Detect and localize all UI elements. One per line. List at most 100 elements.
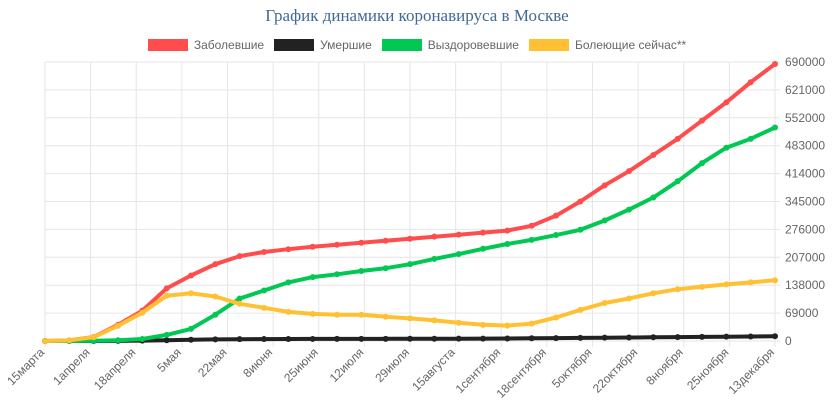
data-point-0-11[interactable]: [309, 243, 316, 250]
data-point-2-21[interactable]: [553, 232, 559, 239]
data-point-0-13[interactable]: [358, 239, 365, 246]
data-point-3-26[interactable]: [674, 286, 681, 293]
data-point-2-4[interactable]: [139, 335, 146, 342]
data-point-1-28[interactable]: [723, 333, 730, 340]
data-point-3-27[interactable]: [699, 283, 705, 290]
data-point-1-6[interactable]: [188, 336, 194, 343]
data-point-3-22[interactable]: [577, 306, 584, 313]
data-point-2-10[interactable]: [285, 279, 292, 286]
data-point-2-17[interactable]: [455, 251, 462, 258]
legend-item-deaths[interactable]: Умершие: [274, 38, 372, 52]
data-point-1-27[interactable]: [699, 333, 705, 340]
legend-item-infected[interactable]: Заболевшие: [147, 38, 264, 52]
data-point-1-5[interactable]: [163, 337, 170, 344]
data-point-0-29[interactable]: [747, 79, 754, 86]
data-point-2-30[interactable]: [772, 124, 778, 131]
data-point-0-30[interactable]: [772, 61, 778, 68]
data-point-1-24[interactable]: [626, 334, 632, 341]
data-point-3-20[interactable]: [528, 320, 535, 327]
data-point-1-21[interactable]: [553, 335, 559, 342]
data-point-2-15[interactable]: [407, 261, 413, 268]
data-point-2-13[interactable]: [358, 268, 365, 275]
data-point-1-7[interactable]: [212, 336, 219, 343]
data-point-2-14[interactable]: [382, 265, 389, 272]
data-point-3-3[interactable]: [115, 322, 121, 329]
data-point-2-11[interactable]: [309, 274, 316, 281]
data-point-2-18[interactable]: [480, 245, 486, 252]
data-point-0-26[interactable]: [674, 135, 681, 142]
data-point-3-7[interactable]: [212, 293, 219, 300]
data-point-3-13[interactable]: [358, 311, 365, 318]
data-point-1-12[interactable]: [334, 335, 340, 342]
data-point-2-12[interactable]: [334, 271, 340, 278]
data-point-3-16[interactable]: [431, 317, 438, 324]
data-point-3-9[interactable]: [261, 304, 267, 311]
data-point-2-6[interactable]: [188, 325, 194, 332]
data-point-2-23[interactable]: [601, 217, 608, 224]
data-point-3-6[interactable]: [188, 290, 194, 297]
legend-item-recovered[interactable]: Выздоровевшие: [381, 38, 519, 52]
data-point-0-17[interactable]: [455, 231, 462, 238]
data-point-0-22[interactable]: [577, 198, 584, 205]
data-point-2-5[interactable]: [163, 331, 170, 338]
data-point-3-23[interactable]: [601, 299, 608, 306]
data-point-0-7[interactable]: [212, 261, 219, 268]
data-point-3-5[interactable]: [163, 292, 170, 299]
data-point-3-19[interactable]: [504, 322, 511, 329]
data-point-0-14[interactable]: [382, 237, 389, 244]
data-point-3-24[interactable]: [626, 295, 632, 302]
data-point-0-16[interactable]: [431, 233, 438, 240]
data-point-1-30[interactable]: [772, 333, 778, 340]
data-point-0-6[interactable]: [188, 272, 194, 279]
data-point-3-1[interactable]: [66, 337, 73, 344]
data-point-0-24[interactable]: [626, 168, 632, 175]
data-point-1-15[interactable]: [407, 335, 413, 342]
data-point-1-9[interactable]: [261, 336, 267, 343]
data-point-0-20[interactable]: [528, 222, 535, 229]
data-point-3-10[interactable]: [285, 308, 292, 315]
data-point-0-5[interactable]: [163, 285, 170, 292]
data-point-0-25[interactable]: [650, 152, 657, 158]
data-point-1-8[interactable]: [236, 336, 243, 343]
data-point-0-19[interactable]: [504, 227, 511, 234]
data-point-3-29[interactable]: [747, 279, 754, 286]
data-point-3-12[interactable]: [334, 311, 340, 318]
data-point-0-9[interactable]: [261, 249, 267, 256]
data-point-0-23[interactable]: [601, 182, 608, 189]
data-point-1-16[interactable]: [431, 335, 438, 342]
data-point-0-18[interactable]: [480, 229, 486, 236]
data-point-1-18[interactable]: [480, 335, 486, 342]
data-point-3-14[interactable]: [382, 313, 389, 320]
data-point-0-8[interactable]: [236, 253, 243, 260]
data-point-2-28[interactable]: [723, 144, 730, 151]
data-point-0-12[interactable]: [334, 241, 340, 248]
data-point-3-4[interactable]: [139, 309, 146, 316]
data-point-1-19[interactable]: [504, 335, 511, 342]
data-point-2-24[interactable]: [626, 206, 632, 213]
data-point-3-11[interactable]: [309, 310, 316, 317]
data-point-1-25[interactable]: [650, 334, 657, 341]
data-point-3-18[interactable]: [480, 321, 486, 328]
data-point-0-21[interactable]: [553, 212, 559, 219]
data-point-2-19[interactable]: [504, 240, 511, 247]
data-point-1-14[interactable]: [382, 335, 389, 342]
data-point-0-10[interactable]: [285, 246, 292, 253]
data-point-1-26[interactable]: [674, 334, 681, 341]
data-point-3-0[interactable]: [42, 338, 48, 344]
data-point-2-27[interactable]: [699, 160, 705, 167]
data-point-2-8[interactable]: [236, 295, 243, 302]
data-point-2-29[interactable]: [747, 135, 754, 142]
data-point-3-28[interactable]: [723, 281, 730, 288]
data-point-1-29[interactable]: [747, 333, 754, 340]
data-point-3-17[interactable]: [455, 319, 462, 326]
data-point-3-2[interactable]: [90, 334, 97, 341]
data-point-1-22[interactable]: [577, 334, 584, 341]
data-point-1-13[interactable]: [358, 335, 365, 342]
data-point-3-25[interactable]: [650, 290, 657, 297]
data-point-2-20[interactable]: [528, 236, 535, 243]
data-point-3-30[interactable]: [772, 277, 778, 284]
data-point-2-16[interactable]: [431, 255, 438, 262]
data-point-3-21[interactable]: [553, 314, 559, 321]
data-point-0-15[interactable]: [407, 235, 413, 242]
data-point-2-7[interactable]: [212, 311, 219, 318]
